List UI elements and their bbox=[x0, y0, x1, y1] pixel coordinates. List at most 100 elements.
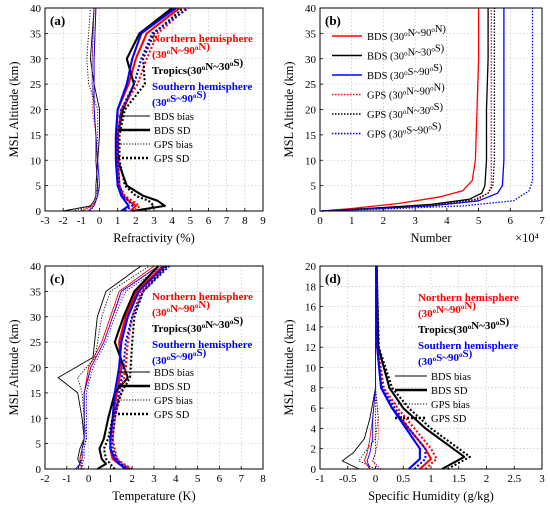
x-axis-label: Specific Humidity (g/kg) bbox=[368, 489, 494, 503]
y-tick-label: 40 bbox=[30, 3, 42, 15]
series-line bbox=[321, 8, 480, 212]
legend-label: BDS bias bbox=[431, 372, 471, 383]
x-tick-label: 7 bbox=[539, 215, 545, 227]
y-tick-label: 18 bbox=[305, 281, 317, 293]
legend-label: BDS bias bbox=[154, 368, 194, 379]
y-tick-label: 40 bbox=[305, 3, 317, 15]
panel-0: -3 -2 -1 0 1 2 3 4 5 6 7 8 90510152025303540(a)Refra… bbox=[7, 3, 266, 245]
y-tick-label: 20 bbox=[305, 261, 317, 273]
y-tick-label: 30 bbox=[305, 54, 317, 66]
region-annotation: Tropics(30oN~30oS) bbox=[152, 57, 244, 77]
x-tick-label: 4 bbox=[169, 215, 175, 227]
y-tick-label: 0 bbox=[36, 464, 42, 476]
series-line bbox=[366, 266, 376, 470]
y-tick-label: 14 bbox=[305, 322, 317, 334]
y-tick-label: 12 bbox=[305, 342, 316, 354]
x-tick-label: 3 bbox=[412, 215, 418, 227]
x-tick-label: 0 bbox=[86, 473, 92, 485]
series-line bbox=[321, 8, 496, 212]
legend-label: GPS SD bbox=[431, 414, 467, 425]
x-tick-label: 0.5 bbox=[396, 473, 410, 485]
region-annotation: Tropics(30oN~30oS) bbox=[152, 315, 244, 335]
region-annotation: (30oS~90oS) bbox=[152, 89, 207, 109]
panel-1: 0 1 2 3 4 5 6 7 0 5 10 15 20 25 30 35 40 (b) Number MSL Alt… bbox=[282, 3, 545, 245]
x-tick-label: 4 bbox=[444, 215, 450, 227]
legend-label: GPS SD bbox=[154, 154, 190, 165]
region-annotation: (30oN~90oN) bbox=[152, 299, 210, 319]
legend-label: GPS (30oS~90oS) bbox=[367, 122, 442, 141]
y-tick-label: 16 bbox=[305, 302, 317, 314]
x-tick-label: 5 bbox=[188, 215, 194, 227]
series-line bbox=[375, 265, 427, 470]
x-tick-label: 0 bbox=[97, 215, 103, 227]
y-axis-label: MSL Altitude (km) bbox=[282, 319, 296, 415]
x-tick-label: -2 bbox=[59, 215, 68, 227]
y-tick-label: 0 bbox=[36, 206, 42, 218]
series-line bbox=[321, 8, 489, 212]
series-line bbox=[109, 265, 166, 470]
legend-label: GPS (30oN~90oN) bbox=[367, 83, 445, 102]
series-line bbox=[79, 265, 163, 470]
plot-frame bbox=[44, 265, 264, 470]
x-tick-label: -1 bbox=[62, 473, 71, 485]
x-tick-label: 8 bbox=[242, 215, 248, 227]
region-annotation: Southern hemisphere bbox=[152, 339, 252, 351]
y-tick-label: 35 bbox=[30, 286, 42, 298]
x-tick-label: 5 bbox=[195, 473, 201, 485]
legend-label: BDS (30oN~90oN) bbox=[367, 24, 446, 43]
y-tick-label: 6 bbox=[311, 403, 317, 415]
region-annotation: Southern hemisphere bbox=[418, 340, 518, 352]
x-scale-label: ×10⁴ bbox=[515, 231, 539, 245]
y-axis-label: MSL Altitude (km) bbox=[7, 319, 21, 415]
panel-label: (b) bbox=[325, 13, 341, 28]
x-tick-label: 0 bbox=[373, 473, 379, 485]
region-annotation: (30oN~90oN) bbox=[152, 41, 210, 61]
y-tick-label: 5 bbox=[36, 181, 42, 193]
x-axis-label: Refractivity (%) bbox=[113, 231, 195, 245]
series-line bbox=[375, 265, 438, 470]
x-tick-label: 6 bbox=[508, 215, 514, 227]
x-tick-label: 3 bbox=[151, 473, 157, 485]
y-tick-label: 2 bbox=[311, 444, 317, 456]
region-annotation: Northern hemisphere bbox=[152, 33, 253, 45]
legend-label: GPS bias bbox=[154, 396, 193, 407]
x-tick-label: 2 bbox=[133, 215, 139, 227]
series-line bbox=[102, 265, 168, 470]
y-tick-label: 5 bbox=[36, 439, 42, 451]
x-tick-label: 3 bbox=[539, 473, 545, 485]
x-tick-label: 2 bbox=[129, 473, 135, 485]
series-line bbox=[116, 7, 190, 212]
y-tick-label: 20 bbox=[30, 363, 42, 375]
x-axis-label: Number bbox=[411, 231, 453, 245]
x-tick-label: -2 bbox=[40, 473, 49, 485]
y-tick-label: 10 bbox=[305, 155, 317, 167]
x-tick-label: 1.5 bbox=[452, 473, 466, 485]
y-axis-label: MSL Altitude (km) bbox=[282, 61, 296, 157]
y-tick-label: 25 bbox=[305, 79, 317, 91]
y-tick-label: 35 bbox=[30, 28, 42, 40]
legend-label: GPS bias bbox=[154, 140, 193, 151]
x-tick-label: 6 bbox=[206, 215, 212, 227]
y-tick-label: 15 bbox=[30, 130, 42, 142]
x-tick-label: 3 bbox=[151, 215, 157, 227]
panel-label: (c) bbox=[50, 271, 64, 286]
y-tick-label: 30 bbox=[30, 312, 42, 324]
series-line bbox=[321, 8, 505, 212]
panel-2: -2 -1 0 1 2 3 4 5 6 7 8 0 5 10 15 20 25 30 35 40 (c) Temperat… bbox=[7, 261, 266, 503]
x-tick-label: 7 bbox=[238, 473, 244, 485]
y-tick-label: 20 bbox=[30, 105, 42, 117]
y-tick-label: 25 bbox=[30, 337, 42, 349]
y-tick-label: 8 bbox=[311, 383, 317, 395]
y-tick-label: 20 bbox=[305, 105, 317, 117]
y-tick-label: 15 bbox=[30, 388, 42, 400]
series-line bbox=[358, 266, 379, 470]
series-line bbox=[81, 265, 159, 470]
legend-label: BDS (30oS~90oS) bbox=[367, 63, 443, 82]
panel-label: (a) bbox=[50, 13, 65, 28]
series-line bbox=[116, 7, 188, 212]
y-tick-label: 10 bbox=[305, 363, 317, 375]
region-annotation: Northern hemisphere bbox=[152, 291, 253, 303]
series-line bbox=[77, 265, 150, 469]
panel-label: (d) bbox=[325, 271, 341, 286]
